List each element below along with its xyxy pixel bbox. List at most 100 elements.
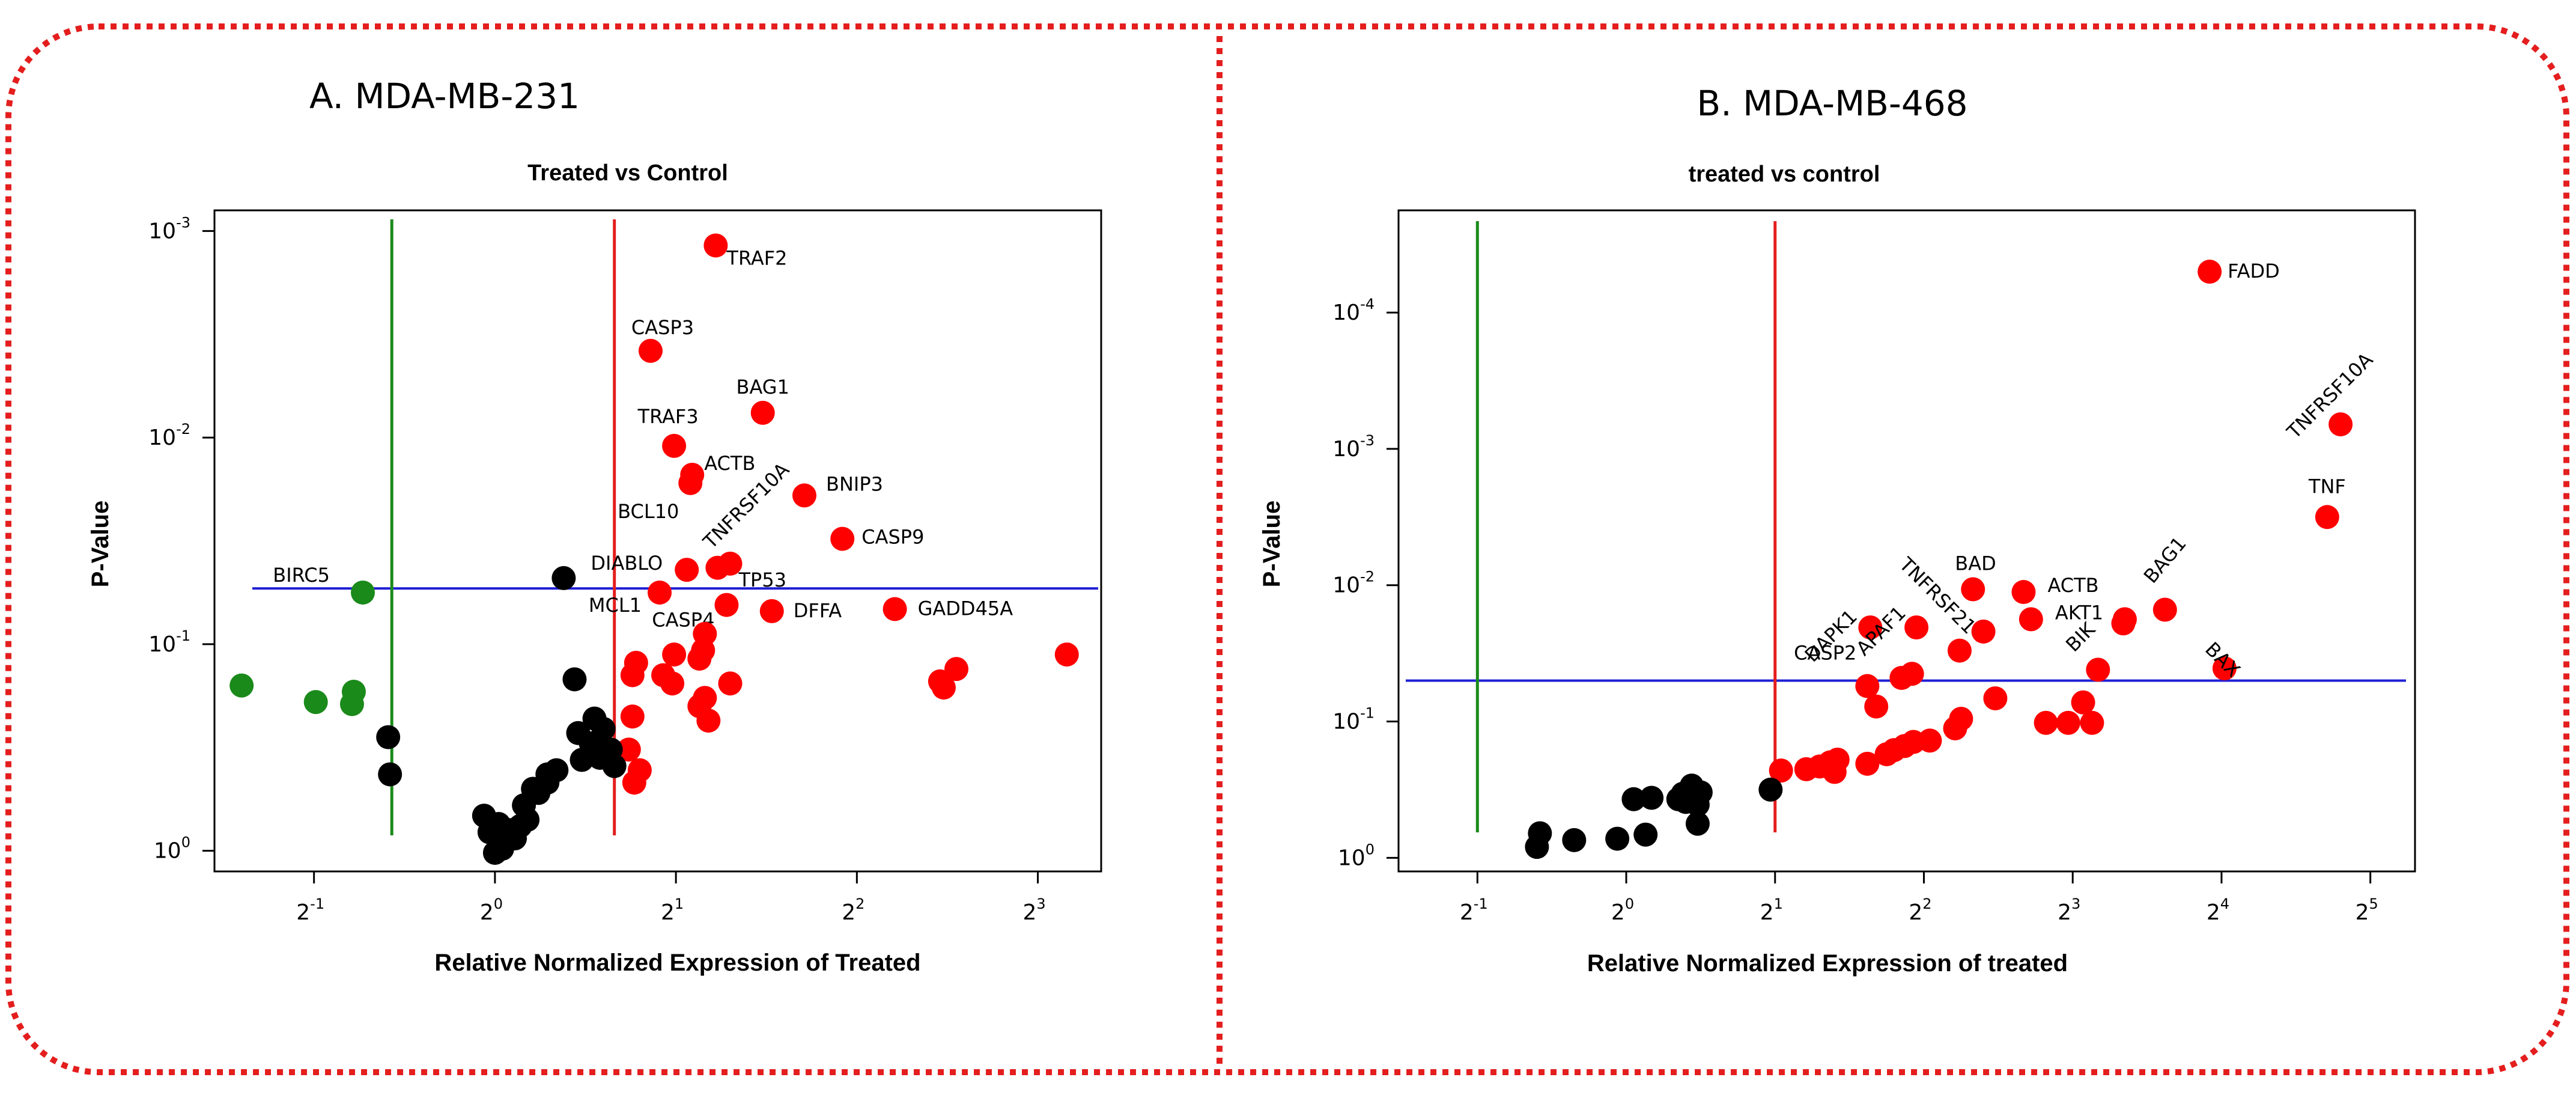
chart-b-data-point [2056, 710, 2080, 735]
chart-b-data-point [2080, 710, 2104, 735]
chart-b-ylabel: P-Value [1259, 501, 1285, 588]
chart-b-data-point [1889, 665, 1914, 690]
chart-a-point-label: CASP9 [861, 526, 924, 549]
chart-b-ytick-label: 10-3 [1332, 432, 1375, 462]
chart-b-data-point-tnf [2315, 505, 2339, 529]
chart-b-data-point [1794, 757, 1818, 781]
chart-a-data-point [582, 706, 607, 731]
chart-a-data-point-traf2 [703, 233, 728, 258]
chart-b-xtick-label: 24 [2207, 895, 2229, 925]
chart-b-data-point [1758, 777, 1783, 802]
chart-a-point-label: BNIP3 [826, 472, 883, 495]
chart-b-data-point [1639, 785, 1664, 810]
chart-a-xtick-label: 20 [480, 895, 503, 925]
chart-b-xtick-label: 25 [2356, 895, 2378, 925]
chart-b-data-point-bax [2212, 656, 2237, 681]
chart-a-data-point-mcl1 [648, 580, 672, 605]
chart-b-xtick-label: 22 [1909, 895, 1931, 925]
chart-b-data-point [1822, 760, 1847, 784]
chart-b-ytick-label: 10-1 [1332, 705, 1375, 734]
chart-a-data-point [696, 709, 721, 733]
chart-b-data-point-bag1 [2152, 597, 2177, 622]
chart-a-ytick-label: 10-2 [148, 421, 190, 450]
chart-b-data-point [1685, 792, 1710, 817]
chart-b-xtick-label: 21 [1760, 895, 1783, 925]
chart-a-ylabel: P-Value [87, 501, 114, 588]
chart-a-data-point [718, 671, 743, 696]
chart-a-point-label: DFFA [794, 599, 842, 622]
chart-a-point-label: BAG1 [736, 376, 789, 398]
chart-b-data-point-fadd [2198, 260, 2222, 284]
chart-b-xtick-label: 2-1 [1460, 895, 1488, 925]
chart-b-data-point [1562, 828, 1587, 852]
chart-b-point-label: BAG1 [2139, 532, 2191, 588]
chart-b-data-point [1864, 694, 1889, 719]
chart-b-xlabel: Relative Normalized Expression of treate… [1587, 950, 2068, 977]
chart-a-point-label: MCL1 [589, 594, 642, 617]
chart-b-xtick-label: 23 [2058, 895, 2080, 925]
chart-b-data-point-tnfrsf21 [1971, 619, 1996, 644]
chart-a-point-label: GADD45A [918, 597, 1013, 620]
panel-b-label: B. MDA-MB-468 [1697, 83, 1967, 124]
chart-b-point-label: FADD [2228, 260, 2280, 282]
chart-b-data-point [1947, 638, 1972, 663]
chart-a-xtick-label: 2-1 [296, 895, 324, 925]
chart-b-point-label: TNF [2308, 475, 2346, 498]
chart-a-data-point [551, 566, 576, 590]
chart-a-ytick-label: 10-3 [148, 214, 190, 243]
chart-b-plot-area [1397, 209, 2416, 873]
chart-a-data-point-traf3 [662, 433, 687, 458]
chart-b-data-point [1943, 716, 1967, 740]
chart-a-data-point [376, 725, 401, 749]
chart-a-data-point [616, 737, 641, 762]
chart-a-data-point [620, 704, 645, 729]
figure-border [5, 23, 2569, 1075]
chart-b-data-point [1621, 787, 1646, 811]
chart-a-data-point-gadd45a [882, 597, 907, 621]
chart-b-title: treated vs control [1689, 162, 1880, 187]
chart-a-data-point [602, 754, 627, 778]
chart-b-data-point [1525, 835, 1549, 859]
chart-b-data-point [2034, 710, 2058, 735]
chart-a-point-label: CASP3 [631, 316, 694, 339]
chart-a-data-point [378, 762, 402, 787]
chart-a-xtick-label: 23 [1022, 895, 1045, 925]
chart-a-data-point [570, 748, 594, 772]
chart-a-point-label: BIRC5 [273, 564, 330, 587]
chart-b-data-point [2111, 611, 2136, 636]
chart-a-data-point [662, 642, 687, 667]
chart-b-ytick-label: 10-2 [1332, 569, 1375, 598]
chart-b-data-point [1633, 822, 1658, 847]
chart-a-title: Treated vs Control [527, 160, 728, 186]
chart-a-data-point [931, 676, 956, 700]
chart-b-point-label: ACTB [2047, 574, 2098, 597]
chart-b-point-label: BAD [1955, 552, 1996, 575]
chart-a-data-point [303, 690, 328, 715]
chart-b-data-point [1769, 758, 1793, 783]
chart-b-ytick-label: 100 [1338, 841, 1375, 870]
chart-a-point-label: TP53 [738, 569, 786, 591]
chart-b-data-point-bik [2086, 657, 2110, 682]
chart-a: Treated vs Control 2-1 20 21 22 23 10-3 10-2 10… [87, 160, 1102, 976]
chart-b-data-point [1983, 686, 2008, 710]
chart-b-data-point-dapk1 [1858, 615, 1883, 640]
chart-a-data-point-bag1 [750, 400, 775, 425]
chart-a-point-label: BCL10 [618, 500, 679, 523]
chart-b-data-point-actb [2011, 580, 2036, 605]
chart-a-data-point [562, 667, 587, 692]
chart-a-data-point [660, 671, 685, 696]
chart-b-data-point-bad [1961, 577, 1985, 602]
chart-a-xtick-label: 21 [661, 895, 684, 925]
chart-b-point-label: CASP2 [1794, 642, 1856, 665]
chart-a-plot-area [213, 209, 1102, 873]
chart-a-data-point-diablo [675, 558, 699, 582]
chart-a-data-point [341, 679, 366, 704]
chart-b-ytick-label: 10-4 [1332, 296, 1375, 325]
chart-b-data-point [1855, 751, 1880, 776]
chart-b-point-label: AKT1 [2055, 601, 2103, 624]
chart-b-data-point [1605, 826, 1630, 851]
chart-a-data-point [687, 646, 712, 671]
chart-a-data-point [622, 770, 646, 795]
chart-b-xtick-label: 20 [1611, 895, 1634, 925]
chart-b-data-point-tnfrsf10a [2328, 412, 2353, 437]
